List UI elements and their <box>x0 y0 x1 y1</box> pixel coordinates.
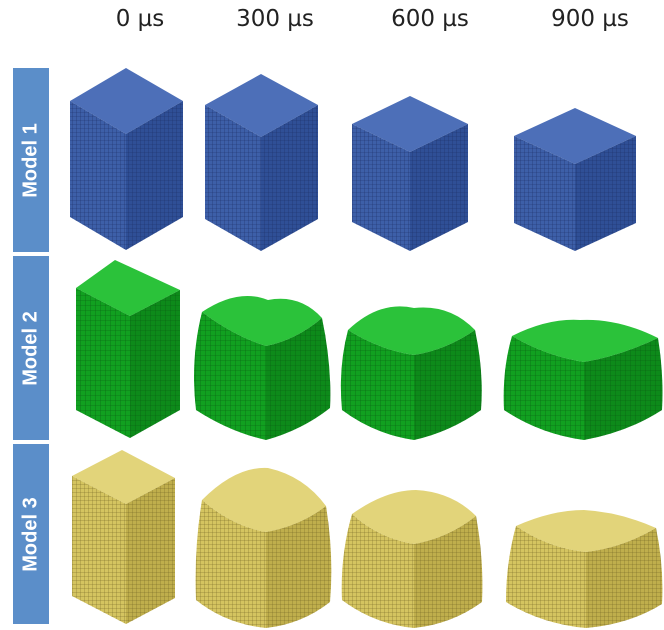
model-1-t900 <box>514 108 636 251</box>
model-1-label: Model 1 <box>13 68 49 252</box>
model-3-t900 <box>506 510 663 628</box>
model-3-t0 <box>72 450 175 624</box>
time-label-300: 300 µs <box>236 6 314 32</box>
model-3-t600 <box>341 490 483 628</box>
time-label-0: 0 µs <box>115 6 165 32</box>
model-2-t600 <box>340 306 482 440</box>
model-1-t300 <box>205 74 318 251</box>
model-2-t0 <box>76 260 180 438</box>
time-label-900: 900 µs <box>551 6 629 32</box>
time-label-600: 600 µs <box>391 6 469 32</box>
model-2-t900 <box>503 319 663 440</box>
model-3-label: Model 3 <box>13 444 49 624</box>
model-3-t300 <box>195 467 332 628</box>
model-2-t300 <box>194 296 331 440</box>
model-1-t0 <box>70 68 183 250</box>
model-1-t600 <box>352 96 468 251</box>
model-2-label: Model 2 <box>13 256 49 440</box>
